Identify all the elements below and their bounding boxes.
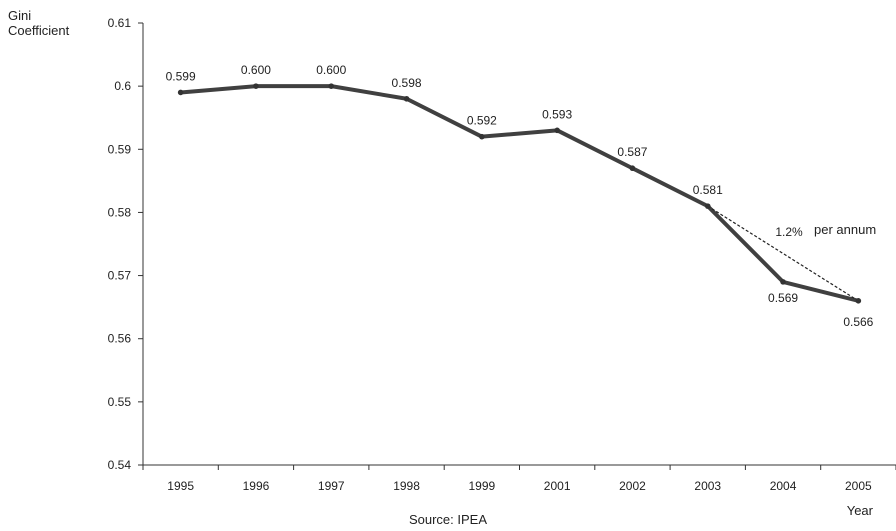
source-note: Source: IPEA [408,512,488,527]
y-tick-label-1: 0.55 [108,395,132,409]
y-tick-label-2: 0.56 [108,332,132,346]
data-point-2002 [629,165,636,172]
x-tick-label-2005: 2005 [845,479,872,493]
y-axis-title-line-2: Coefficient [8,23,70,38]
data-label-2003: 0.581 [693,183,723,197]
data-label-1997: 0.600 [316,63,346,77]
data-label-1999: 0.592 [467,114,497,128]
data-point-2004 [780,279,786,285]
x-tick-label-1996: 1996 [243,479,270,493]
gini-series-line [180,84,859,303]
data-point-1995 [177,89,184,96]
y-tick-label-7: 0.61 [108,16,132,30]
data-label-1996: 0.600 [241,63,271,77]
data-point-1998 [403,95,410,102]
data-point-2003 [704,203,711,209]
y-axis-title-line-1: Gini [8,8,32,23]
data-label-1998: 0.598 [392,76,422,90]
x-tick-label-1999: 1999 [468,479,495,493]
y-tick-label-0: 0.54 [108,458,132,472]
x-tick-label-2003: 2003 [694,479,721,493]
y-axis-title: Gini Coefficient [8,8,69,38]
data-point-1996 [253,83,259,89]
y-tick-label-4: 0.58 [108,205,132,219]
trend-rate-label: 1.2% [775,225,803,239]
y-tick-label-5: 0.59 [108,142,132,156]
x-tick-label-1998: 1998 [393,479,420,493]
data-label-2005: 0.566 [843,315,873,329]
data-point-1997 [328,83,335,89]
trend-dashed-line [707,205,859,302]
x-tick-label-2001: 2001 [544,479,571,493]
data-label-2002: 0.587 [617,145,647,159]
data-point-2001 [554,127,560,134]
x-tick-label-1997: 1997 [318,479,345,493]
x-tick-label-2002: 2002 [619,479,646,493]
x-tick-label-1995: 1995 [167,479,194,493]
y-tick-label-3: 0.57 [108,269,132,283]
x-axis-title: Year [847,503,874,518]
y-tick-label-6: 0.6 [114,79,131,93]
trend-rate-suffix: per annum [814,222,876,237]
x-tick-label-2004: 2004 [770,479,797,493]
data-point-1999 [479,133,485,140]
data-label-1995: 0.599 [166,69,196,83]
data-label-2001: 0.593 [542,107,572,121]
data-label-2004: 0.569 [768,291,798,305]
data-point-2005 [855,298,862,304]
